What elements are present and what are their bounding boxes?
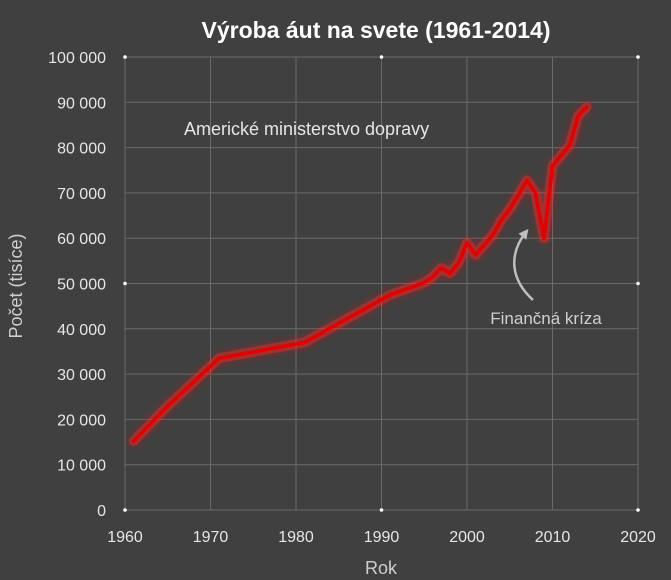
- x-tick-label: 1980: [278, 529, 314, 546]
- annotation-arrow: [513, 228, 534, 301]
- y-tick-label: 80 000: [57, 141, 106, 158]
- x-tick-label: 1960: [107, 529, 143, 546]
- legend: Americké ministerstvo dopravy: [140, 119, 429, 139]
- frame-marker: [636, 55, 640, 59]
- x-tick-label: 2020: [620, 529, 656, 546]
- y-tick-label: 20 000: [57, 412, 106, 429]
- frame-marker: [636, 508, 640, 512]
- y-tick-label: 0: [97, 503, 106, 520]
- chart-title: Výroba áut na svete (1961-2014): [201, 17, 550, 43]
- x-tick-label: 1970: [193, 529, 229, 546]
- y-tick-label: 70 000: [57, 186, 106, 203]
- legend-label: Americké ministerstvo dopravy: [184, 119, 429, 139]
- y-tick-label: 60 000: [57, 231, 106, 248]
- x-tick-label: 2010: [535, 529, 571, 546]
- frame-marker: [379, 55, 384, 59]
- frame-marker: [123, 55, 127, 59]
- grid: [123, 55, 640, 512]
- series-line: [131, 105, 589, 443]
- x-tick-label: 2000: [449, 529, 485, 546]
- annotation-label: Finančná kríza: [490, 309, 602, 328]
- frame-marker: [123, 281, 127, 286]
- series-layer: [128, 101, 592, 447]
- y-tick-label: 100 000: [48, 50, 106, 67]
- frame-marker: [636, 281, 640, 286]
- frame-marker: [123, 508, 127, 512]
- y-tick-label: 90 000: [57, 95, 106, 112]
- tick-labels: 1960 1970 1980 1990 2000 2010 2020 0 10 000 20 00…: [48, 50, 656, 546]
- y-tick-label: 10 000: [57, 458, 106, 475]
- y-tick-label: 40 000: [57, 322, 106, 339]
- x-tick-label: 1990: [364, 529, 400, 546]
- y-axis-label: Počet (tisíce): [6, 233, 26, 338]
- series-line-glow: [128, 101, 592, 447]
- frame-marker: [379, 508, 384, 512]
- y-tick-label: 50 000: [57, 277, 106, 294]
- y-tick-label: 30 000: [57, 367, 106, 384]
- annotation-layer: Finančná kríza: [490, 228, 602, 328]
- x-axis-label: Rok: [365, 558, 398, 578]
